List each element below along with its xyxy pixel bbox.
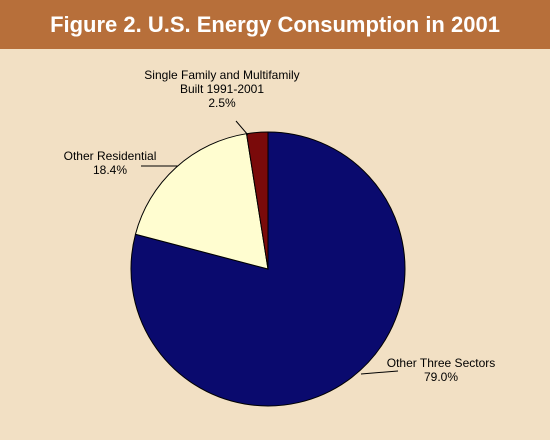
pie-slice-1 [134,133,269,270]
slice-label-2-line-2: 2.5% [208,96,236,110]
title-bar: Figure 2. U.S. Energy Consumption in 200… [0,0,550,49]
pie-chart: Other Three Sectors 79.0% Other Residentia… [64,68,496,407]
slice-label-1: Other Residential 18.4% [64,149,157,177]
leader-line-0 [360,370,399,375]
slice-label-0: Other Three Sectors 79.0% [387,356,496,384]
slice-label-0-line-1: 79.0% [424,370,458,384]
slice-label-2: Single Family and Multifamily Built 1991-… [144,68,299,110]
slice-label-2-line-1: Built 1991-2001 [180,82,264,96]
leader-line-2 [235,120,249,136]
slice-label-2-line-0: Single Family and Multifamily [144,68,299,82]
slice-label-1-line-1: 18.4% [93,163,127,177]
slice-label-0-line-0: Other Three Sectors [387,356,496,370]
chart-title: Figure 2. U.S. Energy Consumption in 200… [50,11,500,37]
slice-label-1-line-0: Other Residential [64,149,157,163]
